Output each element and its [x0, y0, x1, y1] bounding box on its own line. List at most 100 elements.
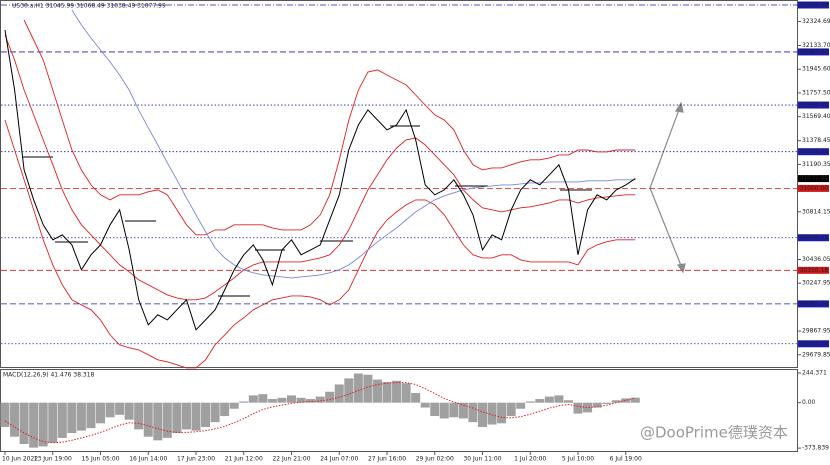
macd-bar [535, 399, 545, 403]
x-tick-label: 30 Jun 11:00 [463, 456, 501, 463]
macd-bar [134, 402, 144, 430]
level-label: 29767.17 [800, 340, 829, 347]
macd-bar [267, 399, 277, 403]
macd-bar [96, 402, 105, 424]
macd-bar [468, 402, 478, 423]
macd-bar [458, 402, 468, 419]
x-tick-label: 22 Jun 21:00 [272, 456, 310, 463]
macd-bar [372, 379, 382, 403]
y-tick-label: 32133.70 [802, 42, 830, 49]
macd-bar [497, 402, 507, 424]
macd-bar [506, 402, 516, 417]
macd-bar [525, 401, 535, 403]
macd-bar [392, 380, 402, 403]
macd-bar [105, 402, 115, 418]
macd-bar [10, 402, 20, 437]
series-line [4, 34, 636, 301]
y-tick-label: 31757.50 [802, 89, 830, 96]
macd-bar [248, 395, 258, 403]
level-box [798, 234, 829, 242]
macd-bar [57, 402, 67, 438]
x-tick-label: 5 Jul 10:00 [562, 456, 594, 463]
macd-bar [38, 402, 48, 447]
series-line [23, 19, 636, 236]
macd-bar [592, 402, 602, 408]
macd-bar [220, 402, 230, 417]
macd-title: MACD(12,26,9) 41.476 38.318 [3, 372, 95, 379]
x-tick-label: 15 Jun 05:00 [81, 456, 119, 463]
level-box [798, 266, 829, 274]
macd-bar [239, 401, 249, 403]
price-panel [0, 0, 798, 368]
macd-bar [449, 402, 459, 418]
series-line [4, 382, 636, 444]
macd-bar [191, 402, 201, 431]
macd-bar [76, 402, 86, 431]
macd-bar [411, 392, 421, 403]
macd-bar [306, 399, 316, 403]
macd-bar [630, 397, 640, 403]
macd-bar [439, 402, 449, 419]
level-label: 31000.00 [800, 185, 829, 192]
level-label: 31661.46 [800, 102, 829, 109]
y-tick-label: 30436.05 [802, 256, 830, 263]
level-box [798, 340, 829, 348]
level-box [798, 184, 829, 192]
macd-bar [487, 402, 497, 425]
y-tick-label: 29867.95 [802, 328, 830, 335]
level-label: 30608.62 [800, 234, 829, 241]
macd-bar [583, 402, 593, 413]
macd-bar [334, 384, 344, 403]
x-tick-label: 1 Jul 20:00 [514, 456, 546, 463]
macd-bar [315, 396, 325, 403]
y-tick-label: 0.00 [802, 399, 816, 406]
macd-bar [115, 402, 125, 415]
x-tick-label: 17 Jun 23:00 [177, 456, 215, 463]
x-tick-label: 16 Jun 14:00 [129, 456, 167, 463]
x-tick-label: 27 Jun 16:00 [368, 456, 406, 463]
macd-bar [153, 402, 163, 441]
level-label: 32083.00 [800, 48, 829, 55]
macd-bar [516, 402, 526, 409]
macd-bar [621, 398, 631, 403]
macd-bar [296, 397, 306, 403]
level-box [798, 148, 829, 156]
macd-bar [172, 402, 182, 434]
y-tick-label: 30247.95 [802, 280, 830, 287]
x-tick-label: 24 Jun 07:00 [320, 456, 358, 463]
x-tick-label: 6 Jul 19:00 [610, 456, 642, 463]
y-tick-label: 244.371 [802, 369, 827, 376]
series-line [4, 29, 636, 331]
macd-bar [143, 402, 153, 437]
price-title: US30.a,H1 31045.99 31068.49 31038.49 310… [12, 3, 166, 10]
macd-bar [602, 402, 612, 404]
macd-bar [19, 402, 29, 444]
macd-bar [162, 402, 172, 438]
macd-bar [363, 374, 373, 403]
macd-bar [124, 402, 134, 420]
level-box [798, 300, 829, 308]
macd-bar [181, 402, 191, 430]
series-line [4, 119, 636, 369]
macd-bar [573, 402, 583, 414]
y-tick-label: -373.839 [802, 445, 829, 452]
level-label: 31077.99 [800, 175, 829, 182]
x-tick-label: 10 Jun 2022 [2, 456, 38, 463]
x-tick-label: 21 Jun 12:00 [225, 456, 263, 463]
level-box [798, 101, 829, 109]
macd-bar [353, 373, 363, 403]
macd-bar [325, 391, 335, 403]
y-tick-label: 31190.35 [802, 161, 830, 168]
macd-bar [478, 402, 487, 427]
macd-bar [344, 378, 354, 403]
y-tick-label: 31945.60 [802, 66, 830, 73]
macd-bar [67, 402, 77, 434]
macd-bar [210, 402, 220, 423]
macd-bar [0, 402, 10, 427]
macd-bar [554, 395, 564, 403]
level-label: 31291.23 [800, 148, 829, 155]
macd-bar [563, 400, 573, 403]
macd-bar [201, 402, 211, 427]
y-tick-label: 29679.85 [802, 351, 830, 358]
